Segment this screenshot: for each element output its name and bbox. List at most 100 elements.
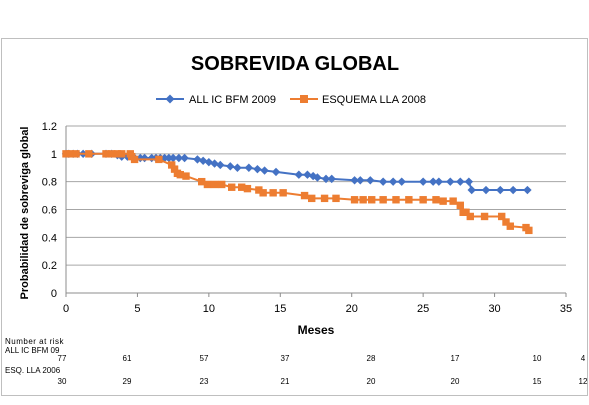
risk-value: 20 [451, 377, 460, 386]
data-point [193, 155, 202, 164]
legend-label: ESQUEMA LLA 2008 [322, 94, 426, 106]
risk-value: 28 [367, 354, 376, 363]
data-point [176, 171, 184, 179]
data-point [279, 189, 287, 197]
data-point [508, 185, 518, 195]
data-point [418, 177, 428, 186]
data-point [439, 197, 447, 205]
data-point [108, 150, 116, 158]
risk-row-label: ALL IC BFM 09 [5, 346, 60, 355]
data-point [392, 196, 400, 204]
data-point [210, 159, 219, 168]
data-point [62, 150, 70, 158]
data-point [303, 170, 312, 179]
data-point [66, 150, 74, 158]
data-point [180, 153, 189, 163]
risk-value: 23 [200, 377, 209, 386]
data-point [356, 176, 365, 185]
data-point [525, 226, 533, 235]
risk-value: 61 [123, 354, 132, 363]
data-point [456, 177, 465, 186]
data-point [226, 162, 235, 171]
data-point [260, 166, 269, 175]
risk-table: Number at risk ALL IC BFM 09 ESQ. LLA 20… [5, 337, 588, 386]
data-point [271, 167, 281, 177]
y-tick-label: 1 [51, 149, 57, 161]
data-point [168, 161, 176, 169]
data-point [168, 153, 178, 163]
data-point [130, 155, 139, 164]
data-point [204, 157, 214, 167]
data-point [498, 212, 506, 221]
data-point [238, 183, 246, 191]
risk-value: 57 [200, 354, 209, 363]
data-point [165, 94, 175, 104]
data-point [378, 177, 388, 186]
x-tick-label: 10 [203, 303, 215, 315]
data-point [388, 177, 398, 186]
y-axis: 0 0.2 0.4 0.6 0.8 1 1.2 [42, 121, 67, 300]
data-point [332, 194, 340, 203]
data-point [359, 196, 367, 204]
chart-title: SOBREVIDA GLOBAL [191, 53, 399, 75]
data-point [464, 177, 474, 186]
series-layer [61, 149, 533, 235]
data-point [218, 180, 226, 189]
data-point [182, 172, 190, 180]
data-point [327, 174, 336, 184]
data-point [308, 194, 316, 203]
data-point [198, 177, 206, 186]
data-point [467, 185, 476, 195]
data-point [502, 218, 510, 226]
risk-value: 10 [533, 354, 542, 363]
data-point [253, 164, 262, 174]
data-point [449, 197, 457, 205]
x-axis-label: Meses [298, 323, 335, 337]
data-point [481, 185, 491, 195]
risk-value: 37 [281, 354, 290, 363]
risk-table-title: Number at risk [5, 337, 65, 346]
risk-row-label: ESQ. LLA 2006 [5, 366, 61, 375]
y-tick-label: 0 [51, 288, 57, 300]
data-point [294, 170, 304, 179]
x-tick-label: 5 [134, 303, 140, 315]
data-point [523, 185, 532, 195]
risk-value: 20 [367, 377, 376, 386]
risk-value: 4 [581, 354, 586, 363]
data-point [428, 177, 438, 186]
data-point [480, 212, 489, 221]
data-point [405, 196, 413, 204]
data-point [320, 194, 329, 203]
data-point [102, 150, 110, 158]
risk-value: 12 [579, 377, 588, 386]
data-point [198, 156, 208, 165]
data-point [259, 189, 267, 197]
data-point [350, 196, 359, 204]
risk-value: 30 [58, 377, 67, 386]
legend-item: ALL IC BFM 2009 [156, 94, 276, 106]
data-point [300, 191, 309, 200]
data-point [113, 150, 122, 158]
data-point [462, 208, 470, 216]
legend-label: ALL IC BFM 2009 [189, 94, 276, 106]
data-point [85, 150, 93, 158]
data-point [243, 184, 252, 193]
data-point [210, 180, 219, 189]
data-point [350, 176, 359, 185]
data-point [466, 212, 474, 221]
x-axis: 0 5 10 15 20 25 30 35 [63, 292, 572, 315]
data-point [216, 160, 225, 170]
y-tick-label: 0.8 [42, 177, 57, 189]
data-point [170, 165, 179, 173]
data-point [434, 177, 444, 186]
x-tick-label: 30 [488, 303, 500, 315]
x-tick-label: 0 [63, 303, 69, 315]
data-point [456, 201, 464, 210]
risk-value: 77 [58, 354, 67, 363]
series [62, 150, 533, 235]
data-point [366, 176, 375, 185]
data-point [72, 150, 80, 158]
data-point [368, 196, 376, 204]
y-axis-label: Probabilidad de sobreviga global [19, 127, 31, 300]
